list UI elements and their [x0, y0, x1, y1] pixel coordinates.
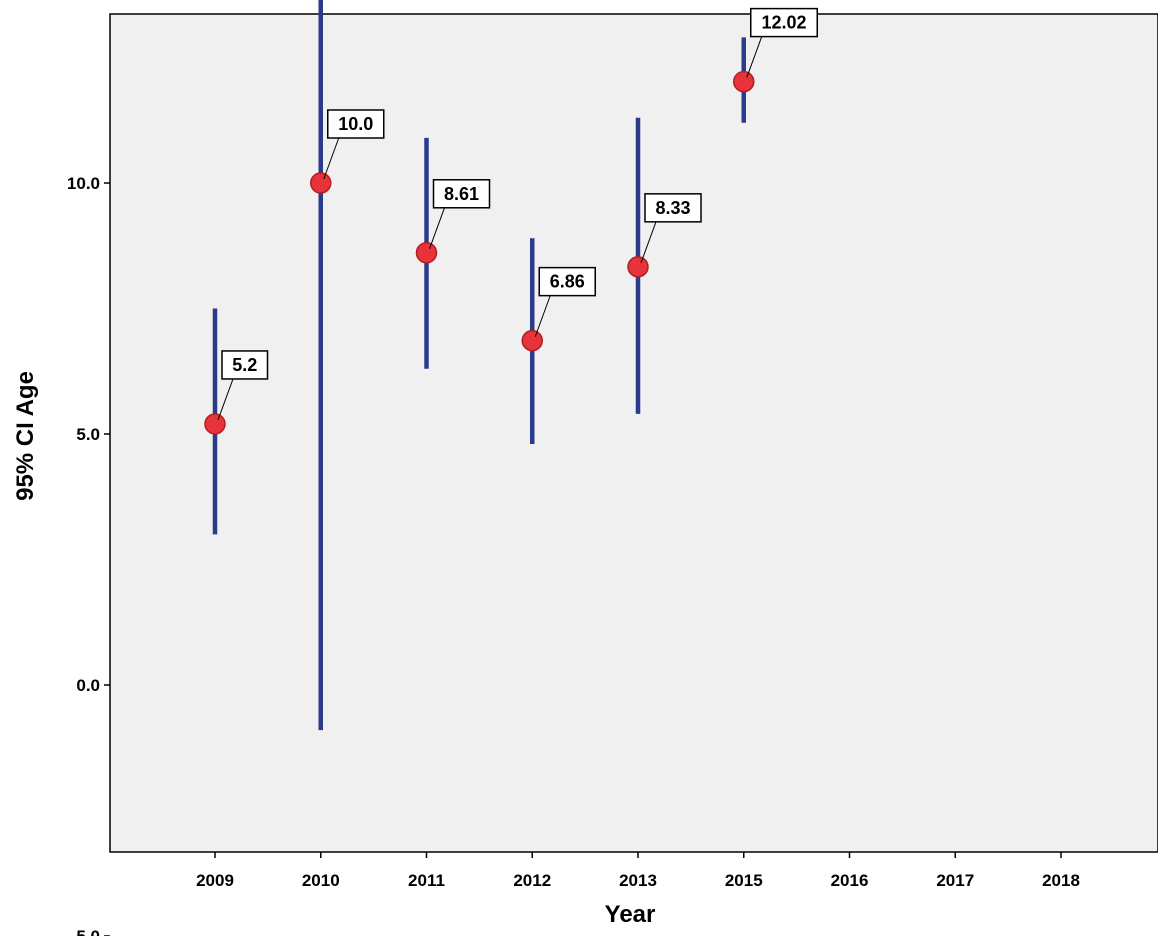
label-box: [432, 179, 491, 209]
y-axis-title: 95% CI Age: [12, 371, 39, 501]
y-tick-label: 0.0: [76, 676, 100, 695]
x-tick-label: 2010: [302, 871, 340, 890]
mean-marker-2015: [733, 70, 755, 93]
label-leader-line: [217, 378, 234, 421]
mean-label-2009: 5.2: [232, 355, 257, 375]
x-tick-label: 2018: [1042, 871, 1080, 890]
plot-area: [109, 13, 1158, 853]
y-tick-label: 5.0: [76, 425, 100, 444]
x-axis: 2009 2010 2011 2012 2013 2015 2016 2017 2018: [196, 852, 1080, 890]
y-tick-label: -5.0: [71, 927, 100, 936]
x-tick-label: 2016: [831, 871, 869, 890]
label-box: [644, 193, 702, 223]
mean-marker-2011: [415, 242, 438, 264]
x-tick-label: 2013: [619, 871, 657, 890]
x-axis-title: Year: [605, 901, 656, 928]
label-leader-line: [746, 36, 763, 78]
x-tick-label: 2017: [936, 871, 974, 890]
label-box: [327, 109, 385, 139]
label-leader-line: [640, 221, 657, 264]
label-leader-line: [323, 137, 340, 180]
label-box: [538, 266, 596, 297]
mean-label-2013: 8.33: [655, 198, 690, 218]
y-axis: 25.020.015.010.05.00.0-5.0: [67, 174, 110, 936]
y-tick-label: 10.0: [67, 174, 100, 193]
label-leader-line: [534, 295, 551, 337]
mean-marker-2010: [310, 172, 332, 194]
x-tick-label: 2012: [513, 871, 551, 890]
mean-label-2010: 10.0: [338, 114, 373, 134]
mean-label-2012: 6.86: [550, 272, 585, 292]
label-leader-line: [429, 207, 445, 249]
mean-marker-2013: [627, 256, 649, 278]
mean-label-2015: 12.02: [761, 13, 806, 33]
mean-label-2011: 8.61: [444, 184, 479, 204]
label-box: [221, 350, 269, 380]
label-box: [750, 7, 818, 38]
x-tick-label: 2011: [408, 871, 445, 890]
mean-markers: [204, 70, 755, 435]
mean-marker-2012: [521, 329, 543, 352]
mean-marker-2009: [204, 413, 226, 435]
x-tick-label: 2015: [725, 871, 763, 890]
x-tick-label: 2009: [196, 871, 234, 890]
